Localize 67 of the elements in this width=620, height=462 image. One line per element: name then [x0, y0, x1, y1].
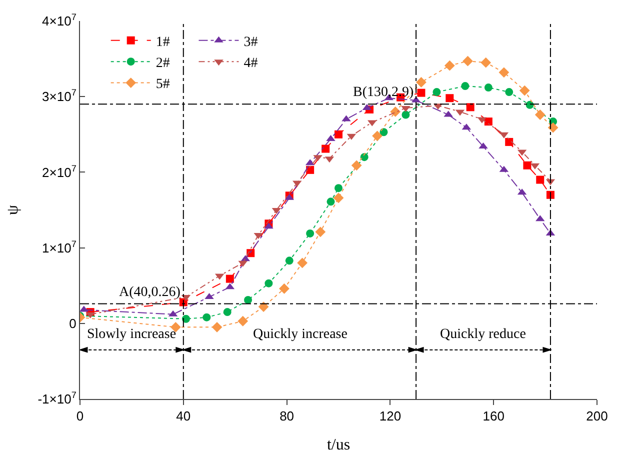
point: [279, 283, 290, 294]
point: [80, 306, 88, 312]
point: [519, 85, 530, 96]
legend-label: 4#: [244, 56, 258, 72]
y-tick-label: 2×10$^{7}$: [42, 163, 76, 180]
point: [306, 229, 314, 238]
point: [202, 313, 211, 322]
point: [182, 314, 190, 323]
point: [297, 258, 308, 268]
point: [536, 176, 544, 184]
point: [402, 110, 410, 119]
annotation: Slowly increase: [87, 327, 176, 342]
point: [505, 138, 514, 146]
point: [548, 122, 558, 133]
point: [390, 106, 401, 117]
point: [258, 302, 269, 312]
point: [417, 88, 426, 97]
point: [523, 161, 532, 170]
y-tick-label: -1×10$^{7}$: [38, 390, 76, 407]
y-tick-label: 4×10$^{7}$: [42, 12, 76, 29]
point: [285, 256, 294, 265]
y-tick-label: 1×10$^{7}$: [42, 238, 76, 256]
point: [372, 130, 382, 142]
point: [322, 144, 330, 153]
point: [432, 88, 441, 96]
point: [480, 57, 492, 68]
point: [461, 82, 470, 90]
point: [484, 84, 492, 92]
point: [226, 274, 234, 283]
point: [444, 60, 455, 71]
annotation: A(40,0.26): [119, 285, 181, 300]
point: [534, 110, 546, 120]
point: [326, 198, 335, 206]
point: [484, 118, 492, 126]
y-tick-label: 0: [69, 316, 76, 331]
x-tick-label: 160: [482, 408, 504, 424]
legend-label: 2#: [156, 56, 170, 72]
point: [212, 322, 222, 332]
x-tick-label: 40: [176, 408, 191, 424]
point: [244, 296, 252, 304]
point: [223, 308, 232, 316]
annotation: Quickly reduce: [440, 327, 526, 342]
x-tick-label: 120: [379, 408, 402, 424]
annotation: B(130,2.9): [353, 85, 414, 100]
point: [446, 94, 454, 102]
x-tick-label: 200: [586, 408, 608, 424]
point: [333, 192, 344, 204]
point: [505, 88, 514, 96]
annotation: Quickly increase: [253, 327, 348, 342]
point: [466, 103, 474, 112]
point: [498, 67, 510, 78]
y-tick-label: 3×10$^{7}$: [42, 88, 76, 104]
point: [315, 226, 326, 238]
point: [360, 153, 368, 162]
legend-label: 3#: [244, 34, 258, 50]
point: [416, 77, 426, 88]
y-axis-title: ψ: [4, 204, 22, 216]
point: [462, 56, 473, 66]
legend-label: 1#: [156, 34, 170, 50]
point: [264, 279, 273, 288]
x-axis-title: t/us: [326, 436, 350, 454]
point: [334, 184, 342, 192]
x-tick-label: 80: [280, 408, 294, 424]
point: [351, 160, 362, 171]
point: [334, 130, 342, 138]
point: [238, 316, 248, 326]
legend-label: 5#: [156, 77, 170, 92]
